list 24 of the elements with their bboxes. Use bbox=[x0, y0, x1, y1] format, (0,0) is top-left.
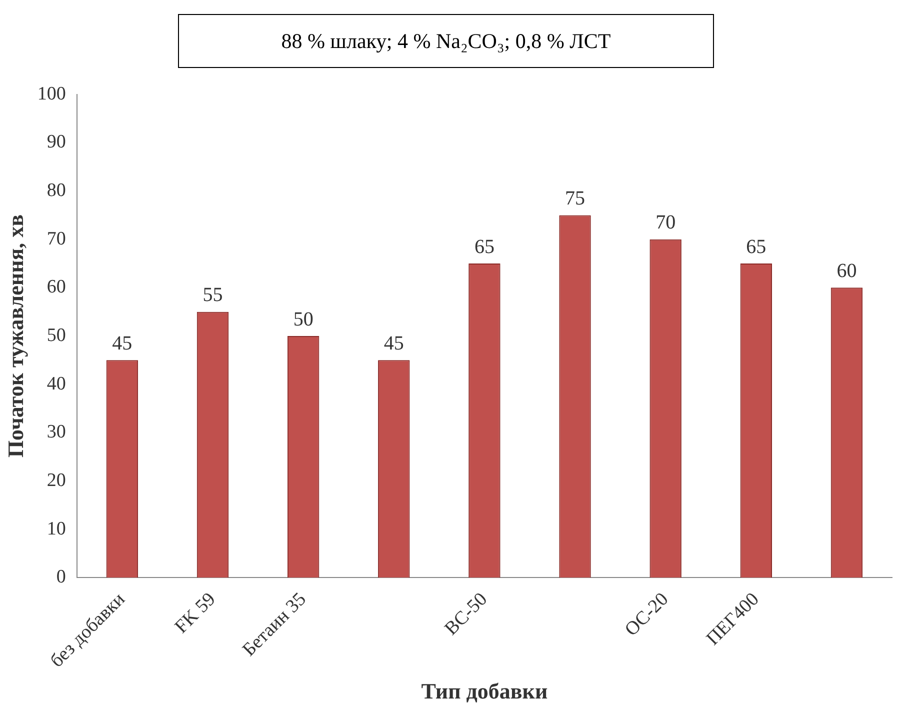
y-tick-label: 20 bbox=[46, 470, 66, 491]
x-axis-title: Тип добавки bbox=[421, 678, 548, 704]
data-label: 75 bbox=[565, 187, 586, 210]
y-tick-label: 90 bbox=[46, 132, 66, 153]
y-tick-label: 30 bbox=[46, 422, 66, 443]
data-label: 45 bbox=[112, 332, 132, 354]
data-label: 45 bbox=[384, 332, 404, 354]
x-tick-label: FK 59 bbox=[170, 588, 220, 638]
y-tick-label: 60 bbox=[46, 276, 66, 298]
chart-title: 88 % шлаку; 4 % Na₂CO₃; 0,8 % ЛСТ bbox=[178, 14, 714, 68]
y-tick-label: 0 bbox=[56, 566, 66, 588]
data-label: 65 bbox=[474, 236, 494, 258]
data-label: 60 bbox=[836, 260, 857, 282]
y-tick-label: 80 bbox=[46, 180, 66, 202]
y-axis-title: Початок тужавлення, хв bbox=[2, 214, 28, 458]
y-tick-label: 40 bbox=[46, 373, 66, 394]
data-label: 65 bbox=[746, 236, 766, 258]
y-tick-label: 100 bbox=[37, 83, 66, 104]
y-tick-label: 10 bbox=[46, 518, 66, 540]
y-tick-label: 50 bbox=[46, 324, 66, 346]
y-tick-label: 70 bbox=[46, 228, 66, 250]
data-label: 50 bbox=[293, 308, 314, 330]
data-label: 55 bbox=[202, 284, 223, 306]
data-label: 70 bbox=[656, 212, 676, 234]
